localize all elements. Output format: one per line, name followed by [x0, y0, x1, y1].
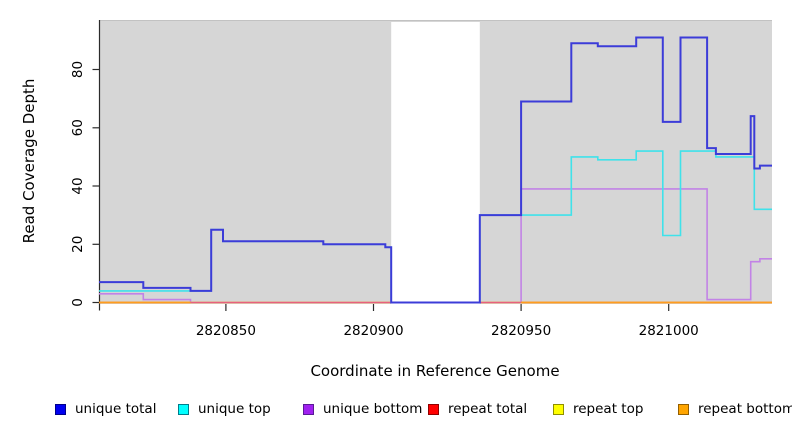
legend-item-repeat-bottom: repeat bottom	[678, 401, 792, 417]
legend-swatch-unique-bottom	[303, 403, 314, 415]
coverage-plot: 0 20 40 60 80 2820850 2820900 2820950 2821000	[70, 20, 772, 339]
legend: unique total unique top unique bottom re…	[0, 401, 792, 421]
legend-swatch-repeat-total	[428, 403, 439, 415]
legend-item-unique-bottom: unique bottom	[303, 401, 422, 417]
legend-swatch-unique-top	[178, 403, 189, 415]
y-tick-label: 0	[70, 298, 86, 307]
legend-item-repeat-total: repeat total	[428, 401, 527, 417]
series-line-unique-total	[99, 36, 772, 304]
x-tick-label: 2820850	[196, 323, 256, 339]
legend-label: unique total	[75, 401, 157, 417]
y-tick-label: 40	[70, 177, 86, 194]
legend-swatch-repeat-bottom	[678, 403, 689, 415]
legend-label: repeat bottom	[698, 401, 792, 417]
legend-label: unique bottom	[323, 401, 423, 417]
series-line-unique-bottom	[99, 188, 772, 304]
legend-label: unique top	[198, 401, 271, 417]
legend-item-unique-top: unique top	[178, 401, 271, 417]
legend-label: repeat top	[573, 401, 644, 417]
legend-swatch-repeat-top	[553, 403, 564, 415]
x-tick-label: 2821000	[639, 323, 699, 339]
x-axis-title: Coordinate in Reference Genome	[310, 362, 560, 380]
legend-swatch-unique-total	[55, 403, 66, 415]
repeat-region-rect	[391, 22, 480, 304]
legend-item-unique-total: unique total	[55, 401, 156, 417]
y-axis-title: Read Coverage Depth	[20, 78, 38, 244]
legend-label: repeat total	[448, 401, 528, 417]
y-tick-label: 60	[70, 119, 86, 136]
y-tick-label: 20	[70, 236, 86, 253]
x-tick-label: 2820950	[491, 323, 551, 339]
x-tick-label: 2820900	[343, 323, 403, 339]
legend-item-repeat-top: repeat top	[553, 401, 643, 417]
y-tick-label: 80	[70, 61, 86, 78]
